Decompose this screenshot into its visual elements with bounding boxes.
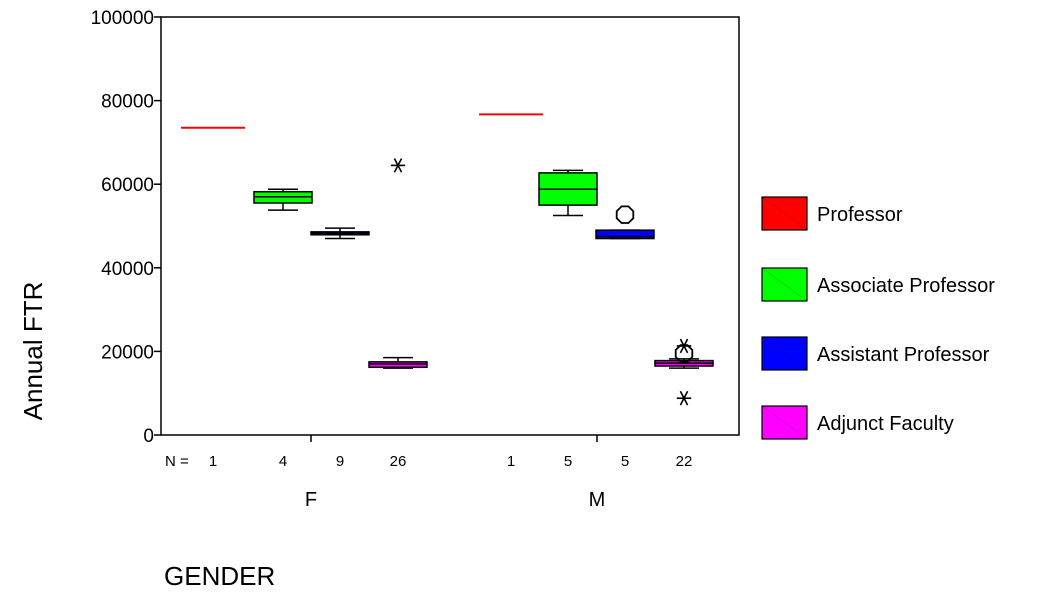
x-axis-title: GENDER: [164, 561, 275, 591]
plot-frame: [160, 16, 740, 436]
box: [368, 158, 428, 369]
x-axis: N = F 1 4 9 26 M 1 5 5 22: [165, 435, 692, 511]
y-axis-title: Annual FTR: [18, 282, 48, 421]
legend-item: Associate Professor: [761, 267, 995, 302]
y-tick-label: 40000: [101, 259, 154, 280]
outlier-marker: [615, 205, 635, 224]
n-prefix-label: N =: [165, 453, 189, 470]
y-tick-label: 60000: [101, 175, 154, 196]
box: [538, 169, 598, 217]
box: [253, 188, 313, 211]
y-axis: 0 20000 40000 60000 80000 100000: [91, 8, 161, 447]
legend-label: Adjunct Faculty: [817, 413, 954, 435]
box: [595, 205, 655, 240]
n-count-label: 5: [621, 453, 629, 470]
n-count-label: 1: [209, 453, 217, 470]
n-count-label: 22: [676, 453, 693, 470]
extreme-marker: [676, 390, 692, 406]
outlier-marker: [674, 344, 694, 363]
legend-label: Professor: [817, 204, 903, 226]
legend-item: Adjunct Faculty: [761, 405, 954, 440]
legend-swatch: [761, 267, 808, 302]
legend-swatch-diagonal: [761, 405, 808, 440]
box-series: [181, 113, 714, 406]
box-body: [595, 229, 655, 240]
n-count-label: 26: [390, 453, 407, 470]
legend-item: Assistant Professor: [761, 336, 990, 371]
legend-swatch-diagonal: [761, 196, 808, 231]
extreme-marker-stroke: [679, 390, 689, 406]
legend-swatch-diagonal: [761, 336, 808, 371]
legend-label: Associate Professor: [817, 275, 995, 297]
legend-swatch: [761, 196, 808, 231]
extreme-marker-stroke: [679, 338, 689, 354]
legend-swatch: [761, 405, 808, 440]
legend-item: Professor: [761, 196, 903, 231]
x-group-label: M: [589, 489, 606, 511]
n-count-label: 9: [336, 453, 344, 470]
box: [310, 227, 370, 240]
n-count-label: 4: [279, 453, 287, 470]
y-tick-label: 80000: [101, 92, 154, 113]
x-group-label: F: [305, 489, 317, 511]
box: [654, 338, 714, 406]
y-tick-label: 20000: [101, 342, 154, 363]
legend: Professor Associate Professor Assistant Pr…: [761, 196, 995, 440]
legend-swatch: [761, 336, 808, 371]
extreme-marker: [676, 338, 692, 354]
extreme-marker: [390, 158, 406, 173]
n-count-label: 1: [507, 453, 515, 470]
legend-swatch-diagonal: [761, 267, 808, 302]
legend-label: Assistant Professor: [817, 344, 990, 366]
n-count-label: 5: [564, 453, 572, 470]
y-tick-label: 100000: [91, 8, 154, 29]
y-tick-label: 0: [143, 426, 154, 447]
extreme-marker-stroke: [393, 158, 403, 173]
